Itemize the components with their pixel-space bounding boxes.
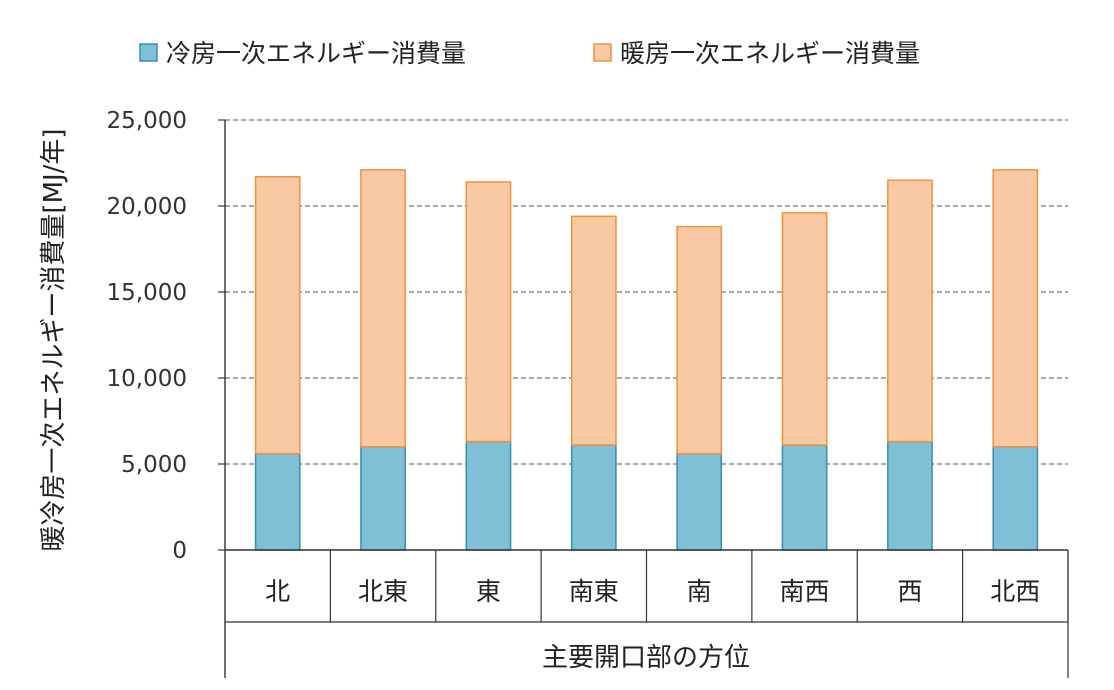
x-tick-label: 北東 (358, 577, 408, 606)
y-tick-label: 15,000 (107, 280, 187, 306)
bar-heating-5 (781, 212, 828, 446)
bar-cooling-1 (360, 446, 406, 551)
y-tick-label: 10,000 (107, 366, 187, 392)
x-tick-label: 北 (265, 577, 290, 606)
axes (218, 119, 1069, 678)
x-tick-label: 北西 (990, 577, 1040, 606)
y-tick-label: 5,000 (121, 452, 187, 478)
bar-cooling-2 (465, 440, 512, 551)
bar-cooling-4 (676, 452, 723, 551)
legend-swatch-cooling (139, 43, 158, 62)
y-tick-label: 25,000 (107, 108, 187, 134)
x-axis-title: 主要開口部の方位 (542, 643, 750, 673)
legend-swatch-heating (593, 43, 612, 62)
bar-heating-4 (676, 225, 723, 455)
legend: 冷房一次エネルギー消費量 暖房一次エネルギー消費量 (139, 39, 920, 68)
bar-cooling-5 (781, 444, 828, 551)
bars (254, 169, 1039, 551)
y-tick-label: 20,000 (107, 194, 187, 220)
y-axis-title: 暖冷房一次エネルギー消費量[MJ/年] (39, 128, 69, 551)
bar-cooling-6 (887, 440, 933, 551)
x-tick-label: 南西 (780, 577, 830, 606)
x-tick-labels: 北 北東 東 南東 南 南西 西 北西 (265, 577, 1040, 606)
bar-heating-6 (887, 179, 933, 443)
x-tick-label: 東 (476, 577, 501, 606)
bar-heating-1 (360, 169, 406, 448)
bar-heating-3 (570, 215, 617, 446)
x-tick-label: 南 (687, 577, 712, 606)
x-tick-label: 南東 (569, 577, 619, 606)
x-tick-label: 西 (897, 577, 922, 606)
gridlines (225, 119, 1068, 465)
legend-label-heating: 暖房一次エネルギー消費量 (620, 39, 920, 68)
legend-label-cooling: 冷房一次エネルギー消費量 (166, 39, 466, 68)
bar-heating-2 (465, 181, 512, 443)
bar-cooling-7 (992, 446, 1039, 551)
bar-heating-7 (992, 169, 1039, 448)
bar-heating-0 (254, 176, 301, 455)
y-tick-labels: 0 5,000 10,000 15,000 20,000 25,000 (107, 108, 187, 564)
y-tick-label: 0 (172, 538, 187, 564)
bar-cooling-0 (254, 452, 301, 551)
bar-cooling-3 (570, 444, 617, 551)
